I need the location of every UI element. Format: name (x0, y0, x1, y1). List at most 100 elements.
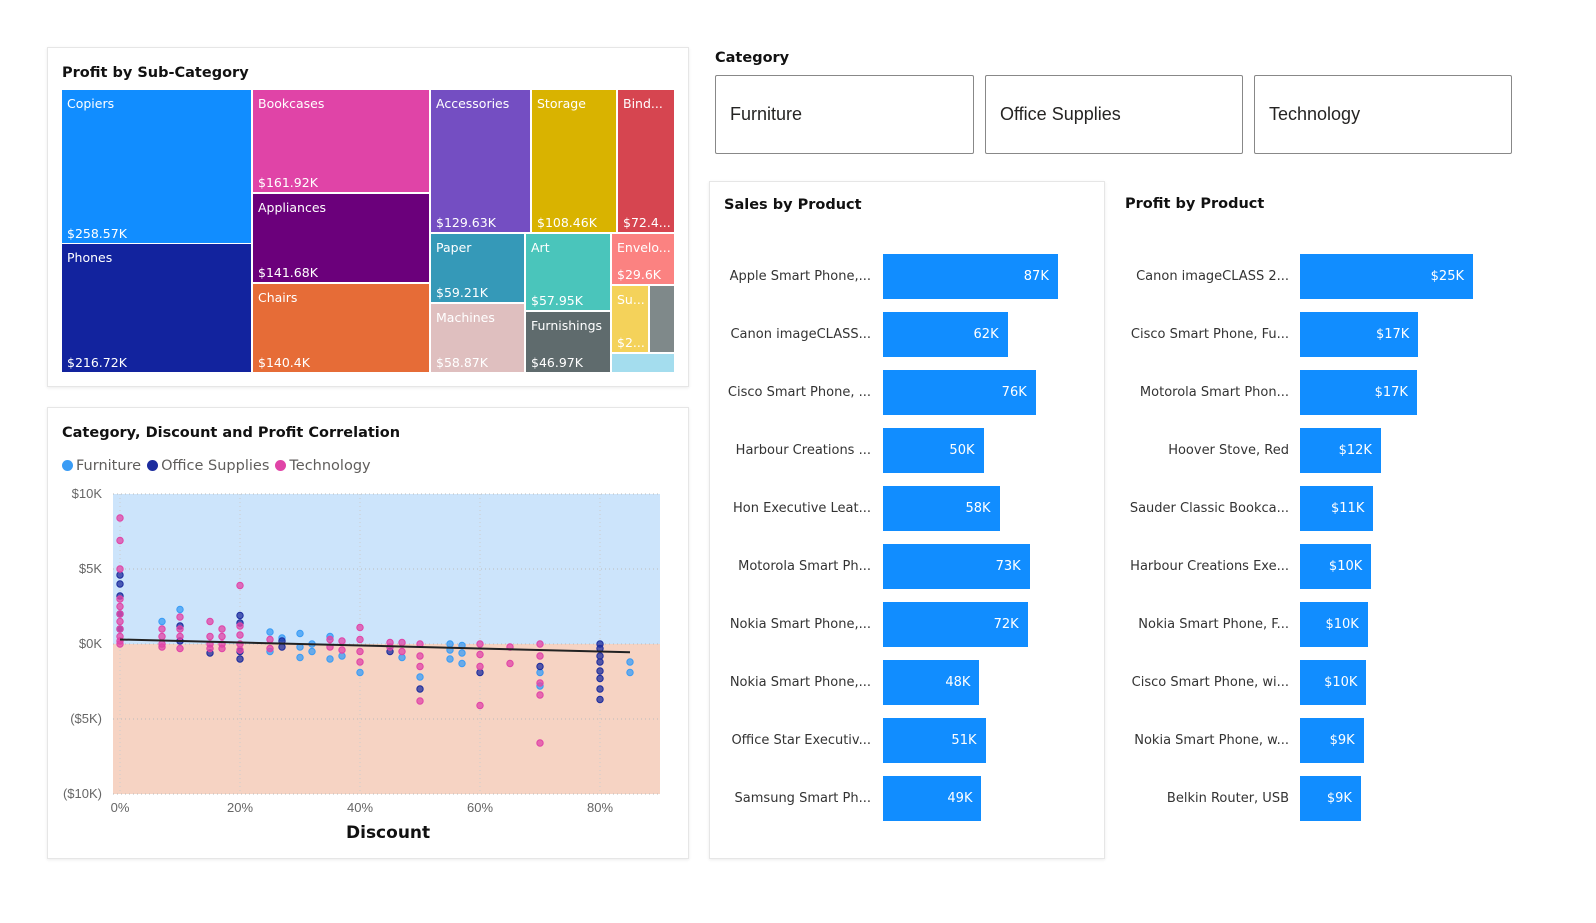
treemap-tile[interactable]: Furnishings $46.97K (526, 312, 610, 372)
bar-label: Belkin Router, USB (1166, 791, 1289, 806)
tile-value: $2... (617, 335, 645, 350)
tile-value: $58.87K (436, 355, 488, 370)
treemap-tile[interactable]: Art $57.95K (526, 234, 610, 310)
scatter-legend: Furniture Office Supplies Technology (62, 458, 371, 474)
treemap-tile[interactable]: Bind... $72.4... (618, 90, 674, 232)
bar-label: Motorola Smart Phon... (1139, 385, 1289, 400)
bar-label: Nokia Smart Phone, w... (1134, 733, 1289, 748)
bar[interactable]: 72K (883, 602, 1028, 647)
tile-value: $140.4K (258, 355, 310, 370)
bar-label: Samsung Smart Ph... (734, 791, 871, 806)
treemap-tile[interactable]: Machines $58.87K (431, 304, 524, 372)
slicer-technology[interactable]: Technology (1254, 75, 1512, 154)
tile-value: $46.97K (531, 355, 583, 370)
slicer-furniture[interactable]: Furniture (715, 75, 974, 154)
tile-label: Accessories (436, 96, 510, 111)
bar-label: Cisco Smart Phone, ... (727, 385, 871, 400)
tile-label: Furnishings (531, 318, 603, 333)
tile-label: Appliances (258, 200, 327, 215)
bar[interactable]: 58K (883, 486, 1000, 531)
bar-label: Canon imageCLASS... (730, 327, 871, 342)
bar-label: Office Star Executiv... (731, 733, 871, 748)
tile-label: Bookcases (258, 96, 325, 111)
treemap-tile[interactable]: Storage $108.46K (532, 90, 616, 232)
bar-label: Apple Smart Phone,... (729, 269, 871, 284)
tile-label: Copiers (67, 96, 115, 111)
tile-value: $57.95K (531, 293, 583, 308)
bar[interactable]: 51K (883, 718, 986, 763)
tile-value: $129.63K (436, 215, 496, 230)
legend-item-technology[interactable]: Technology (275, 458, 371, 474)
profit-title: Profit by Product (1125, 196, 1265, 212)
bar-label: Hoover Stove, Red (1168, 443, 1289, 458)
treemap-tile[interactable]: Copiers $258.57K (62, 90, 251, 243)
tile-label: Paper (436, 240, 472, 255)
bar[interactable]: 87K (883, 254, 1058, 299)
bar-label: Canon imageCLASS 2... (1136, 269, 1289, 284)
tile-label: Art (531, 240, 550, 255)
bar[interactable]: 62K (883, 312, 1008, 357)
bar[interactable]: $10K (1300, 602, 1368, 647)
bar[interactable]: 76K (883, 370, 1036, 415)
tile-value: $161.92K (258, 175, 318, 190)
bar[interactable]: $9K (1300, 718, 1364, 763)
treemap-title: Profit by Sub-Category (62, 65, 249, 81)
tile-value: $108.46K (537, 215, 597, 230)
bar[interactable]: 73K (883, 544, 1030, 589)
legend-item-office-supplies[interactable]: Office Supplies (147, 458, 269, 474)
tile-value: $72.4... (623, 215, 671, 230)
bar-label: Harbour Creations Exe... (1130, 559, 1289, 574)
bar[interactable]: $17K (1300, 312, 1419, 357)
bar-label: Nokia Smart Phone,... (729, 675, 871, 690)
bar-label: Nokia Smart Phone,... (729, 617, 871, 632)
bar-label: Cisco Smart Phone, Fu... (1130, 327, 1289, 342)
legend-item-furniture[interactable]: Furniture (62, 458, 141, 474)
bar[interactable]: 50K (883, 428, 984, 473)
treemap-tile[interactable]: Appliances $141.68K (253, 194, 429, 282)
legend-dot-icon (62, 460, 73, 471)
bar-label: Motorola Smart Ph... (738, 559, 871, 574)
slicer-office-supplies[interactable]: Office Supplies (985, 75, 1243, 154)
bar-label: Sauder Classic Bookca... (1129, 501, 1289, 516)
tile-label: Chairs (258, 290, 298, 305)
bar[interactable]: $9K (1300, 776, 1361, 821)
tile-label: Machines (436, 310, 495, 325)
tile-label: Storage (537, 96, 586, 111)
bar[interactable]: $25K (1300, 254, 1473, 299)
scatter-title: Category, Discount and Profit Correlatio… (62, 425, 401, 441)
bar-label: Nokia Smart Phone, F... (1138, 617, 1289, 632)
scatter-card (47, 407, 689, 859)
bar-label: Hon Executive Leat... (733, 501, 871, 516)
legend-dot-icon (147, 460, 159, 471)
tile-label: Envelo... (617, 240, 671, 255)
bar[interactable]: 48K (883, 660, 980, 705)
tile-value: $216.72K (67, 355, 127, 370)
treemap-tile[interactable]: Paper $59.21K (431, 234, 524, 302)
treemap-tile[interactable]: Envelo... $29.6K (612, 234, 674, 284)
bar[interactable]: $12K (1300, 428, 1381, 473)
treemap-tile[interactable]: Bookcases $161.92K (253, 90, 429, 192)
tile-value: $29.6K (617, 267, 661, 282)
slicer-title: Category (715, 50, 790, 66)
tile-label: Su... (617, 292, 645, 307)
tile-label: Phones (67, 250, 113, 265)
bar[interactable]: 49K (883, 776, 982, 821)
x-axis-title: Discount (346, 823, 431, 843)
tile-label: Bind... (623, 96, 663, 111)
bar[interactable]: $11K (1300, 486, 1374, 531)
treemap-tile[interactable]: Phones $216.72K (62, 244, 251, 372)
bar[interactable]: $10K (1300, 544, 1372, 589)
tile-value: $141.68K (258, 265, 318, 280)
bar[interactable]: $17K (1300, 370, 1417, 415)
treemap-tile[interactable] (612, 354, 674, 372)
tile-value: $59.21K (436, 285, 488, 300)
treemap-tile[interactable] (650, 286, 674, 352)
treemap-tile[interactable]: Chairs $140.4K (253, 284, 429, 372)
treemap-tile[interactable]: Accessories $129.63K (431, 90, 530, 232)
treemap-tile[interactable]: Su... $2... (612, 286, 648, 352)
tile-value: $258.57K (67, 226, 127, 241)
bar-label: Cisco Smart Phone, wi... (1131, 675, 1289, 690)
bar[interactable]: $10K (1300, 660, 1367, 705)
bar-label: Harbour Creations ... (735, 443, 871, 458)
sales-title: Sales by Product (724, 197, 862, 213)
